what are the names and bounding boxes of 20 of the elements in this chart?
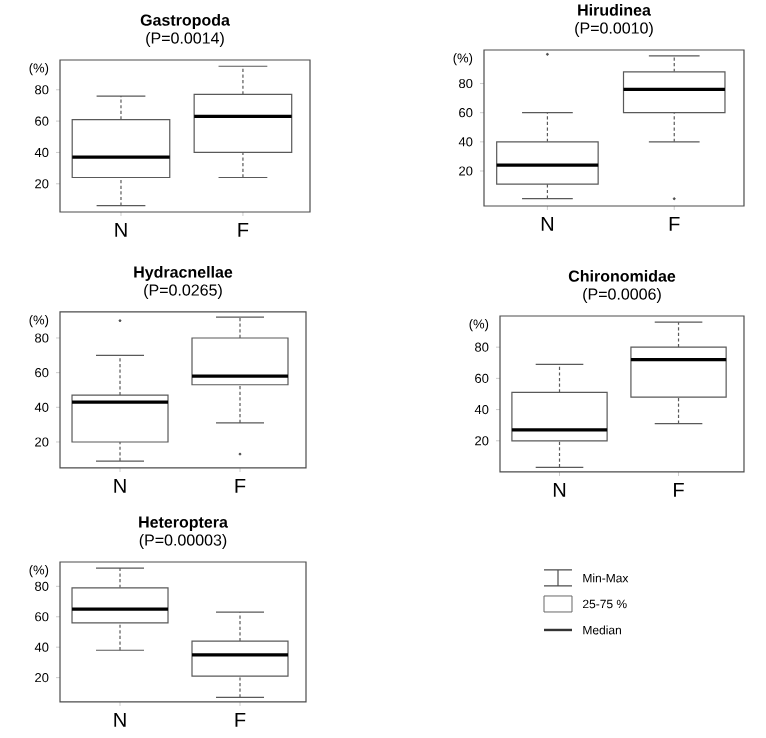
x-tick-label: F xyxy=(674,483,684,497)
x-tick-label: N xyxy=(114,713,126,727)
chart-subtitle: (P=0.0265) xyxy=(144,283,222,299)
chart-title: Chironomidae xyxy=(568,270,676,282)
chart-title: Heteroptera xyxy=(139,516,228,531)
x-tick-label: N xyxy=(553,483,566,497)
chart-subtitle: (P=0.0014) xyxy=(146,32,224,47)
chart-title: Hydracnellae xyxy=(134,265,233,281)
chart-subtitle: (P=0.0006) xyxy=(583,288,661,303)
chart-title: Gastropoda xyxy=(140,14,231,29)
x-tick-label: N xyxy=(115,223,127,237)
x-tick-label: N xyxy=(114,479,126,493)
x-tick-label: N xyxy=(541,217,554,231)
x-tick-label: F xyxy=(238,223,249,237)
chart-title: Hirudinea xyxy=(578,4,651,16)
x-tick-label: F xyxy=(235,479,246,493)
x-tick-label: F xyxy=(669,217,680,231)
chart-subtitle: (P=0.00003) xyxy=(139,534,227,549)
x-tick-label: F xyxy=(235,713,246,727)
chart-subtitle: (P=0.0010) xyxy=(575,22,653,37)
